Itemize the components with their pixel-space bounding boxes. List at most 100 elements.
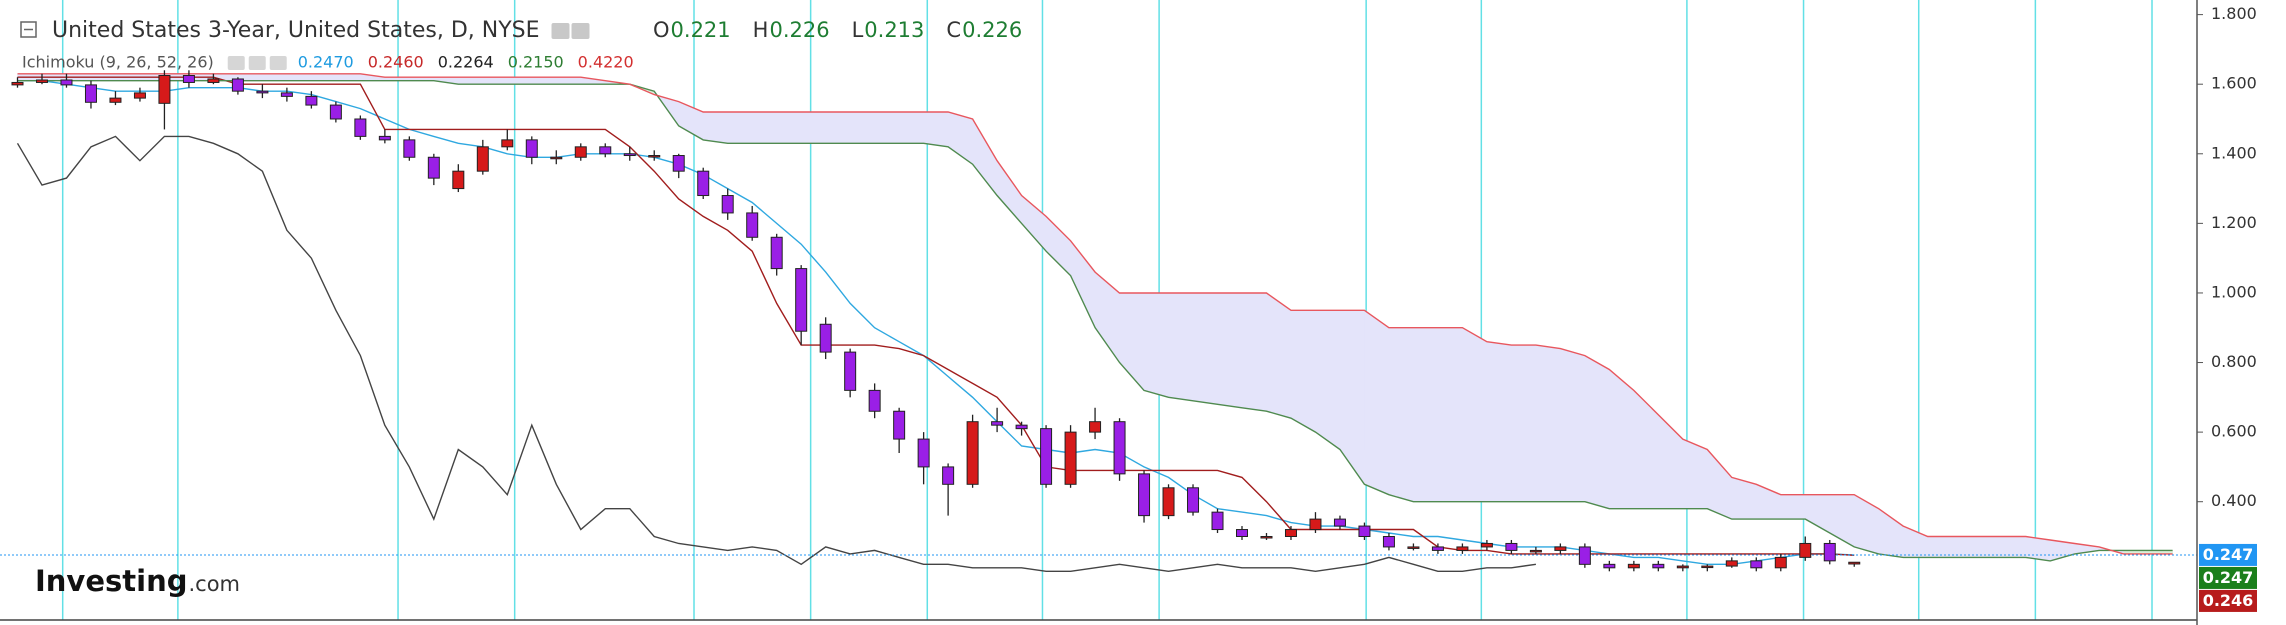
candle-body <box>550 156 563 160</box>
candle-body <box>231 78 244 92</box>
ohlc-value: 0.213 <box>864 18 924 42</box>
cloud <box>1976 536 2002 558</box>
cloud <box>923 111 949 148</box>
candle-body <box>942 466 955 485</box>
candle-body <box>844 351 857 391</box>
candle-body <box>207 78 220 83</box>
indicator-icon <box>227 56 245 70</box>
candle-body <box>305 95 318 106</box>
y-tick-label: 1.600 <box>2211 74 2257 93</box>
collapse-button[interactable] <box>20 21 37 38</box>
candle-body <box>1823 542 1836 562</box>
candle-body <box>1187 487 1200 513</box>
y-tick-label: 0.400 <box>2211 491 2257 510</box>
cloud <box>1266 292 1292 419</box>
candle-body <box>354 118 367 137</box>
candle-body <box>770 236 783 270</box>
y-tick-label: 1.800 <box>2211 4 2257 23</box>
candle-body <box>1676 565 1689 569</box>
cloud <box>458 76 484 85</box>
cloud <box>849 111 875 144</box>
candle-body <box>1799 542 1812 558</box>
cloud <box>335 73 361 81</box>
ohlc-label: C <box>946 18 961 42</box>
candle-body <box>1358 525 1371 537</box>
cloud <box>1511 344 1537 502</box>
cloud <box>1927 536 1953 558</box>
y-tick-label: 0.800 <box>2211 352 2257 371</box>
candle-body <box>746 212 759 238</box>
cloud <box>1682 438 1708 509</box>
axis-background <box>2198 0 2286 625</box>
candle-body <box>1578 546 1591 565</box>
candle-body <box>1333 518 1346 527</box>
cloud <box>1584 355 1610 509</box>
indicator-value: 0.2470 <box>298 53 354 72</box>
candle-body <box>1431 546 1444 551</box>
ohlc-label: O <box>653 18 670 42</box>
cloud <box>1560 348 1586 502</box>
eye-icon <box>551 23 570 39</box>
candle-body <box>868 389 881 412</box>
indicator-icon <box>248 56 266 70</box>
candle-body <box>991 421 1004 426</box>
candle-body <box>452 170 465 190</box>
candle-body <box>1309 518 1322 531</box>
candle-body <box>1382 535 1395 548</box>
candle-body <box>672 155 685 172</box>
candle-body <box>1529 549 1542 553</box>
candle-body <box>1138 473 1151 517</box>
candle-body <box>11 81 24 86</box>
price-tag-label: 0.246 <box>2203 591 2254 610</box>
logo-suffix: .com <box>188 572 240 596</box>
indicator-name: Ichimoku (9, 26, 52, 26) <box>22 53 214 72</box>
cloud <box>1168 292 1194 402</box>
candle-body <box>1750 560 1763 569</box>
candle-body <box>476 146 489 172</box>
candle-body <box>574 146 587 158</box>
candle-body <box>623 153 636 157</box>
y-tick-label: 1.000 <box>2211 282 2257 301</box>
cloud <box>2000 536 2026 558</box>
candle-body <box>1015 424 1028 430</box>
cloud <box>1413 327 1439 502</box>
candle-body <box>1236 529 1248 537</box>
candle-body <box>35 79 48 83</box>
cloud <box>1462 327 1488 502</box>
indicator-line <box>16 135 1536 573</box>
chart-title: United States 3-Year, United States, D, … <box>52 18 540 43</box>
candle-body <box>1627 563 1640 569</box>
candle-body <box>182 74 195 83</box>
candle-body <box>1040 428 1053 485</box>
candle-body <box>1456 546 1469 551</box>
candle-body <box>795 268 808 332</box>
indicator-line <box>17 80 1855 565</box>
indicator-value: 0.2264 <box>438 53 494 72</box>
candle-body <box>1260 535 1273 539</box>
candle-body <box>917 438 930 468</box>
candle-body <box>158 74 171 104</box>
candle-body <box>819 323 832 353</box>
candle-body <box>697 170 710 197</box>
indicator-line <box>17 80 2173 562</box>
candle-body <box>1505 542 1518 551</box>
candle-body <box>256 90 269 94</box>
cloud <box>286 73 312 81</box>
candle-body <box>501 139 514 148</box>
price-tag <box>2199 543 2257 566</box>
cloud <box>1486 341 1512 502</box>
cloud <box>1143 292 1169 398</box>
candle-body <box>1603 563 1616 569</box>
candle-body <box>893 410 906 440</box>
indicator-line <box>17 73 2173 555</box>
cloud <box>800 111 826 144</box>
cloud <box>751 111 777 144</box>
indicator-value: 0.4220 <box>578 53 634 72</box>
plot-area <box>0 70 2197 573</box>
candle-body <box>133 92 146 99</box>
price-tag <box>2199 589 2257 612</box>
cloud <box>1364 309 1390 496</box>
candle-body <box>1162 487 1175 517</box>
cloud <box>556 76 582 85</box>
cloud <box>1609 368 1635 509</box>
